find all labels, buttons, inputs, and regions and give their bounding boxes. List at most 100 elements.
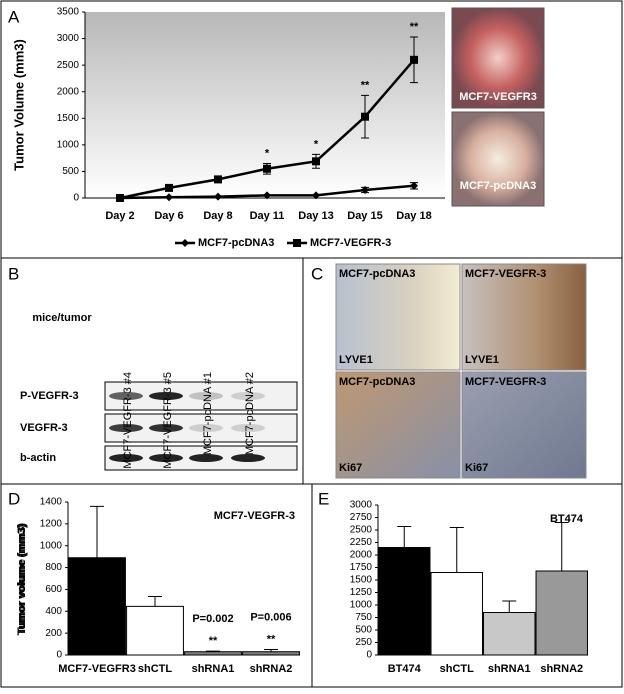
- y-tick-label: 1400: [40, 497, 63, 508]
- y-tick-label: 2250: [350, 537, 373, 548]
- panel-label: A: [8, 7, 20, 26]
- band: [231, 454, 265, 462]
- blot-header: mice/tumor: [32, 312, 92, 324]
- y-tick-label: 1000: [40, 540, 63, 551]
- band: [109, 392, 143, 400]
- panel-label: D: [8, 489, 20, 508]
- bar: [68, 557, 126, 656]
- y-tick-label: 1200: [40, 518, 63, 529]
- histology-image: [335, 371, 461, 479]
- bar: [483, 612, 536, 656]
- error-bar: [449, 527, 464, 573]
- lane-label: MCF7-pcDNA #2: [244, 372, 256, 455]
- bar: [242, 651, 300, 656]
- x-tick-label: shRNA1: [192, 663, 235, 675]
- y-axis-label: Tumor volume (mm3): [16, 523, 28, 634]
- error-bar: [148, 596, 162, 607]
- annotation: **: [410, 21, 419, 33]
- y-tick-label: 500: [355, 625, 372, 636]
- y-tick-label: 1500: [350, 575, 373, 586]
- x-tick-label: shCTL: [440, 663, 475, 675]
- lane-label: MCF7-VEGFR-3 #5: [162, 372, 174, 469]
- error-bar: [264, 649, 278, 652]
- band: [189, 454, 223, 462]
- legend-label: MCF7-pcDNA3: [198, 237, 274, 249]
- bar: [184, 651, 242, 656]
- bar: [430, 572, 483, 656]
- y-tick-label: 3000: [350, 500, 373, 511]
- x-tick-label: shCTL: [138, 663, 173, 675]
- band: [109, 454, 143, 462]
- y-tick-label: 500: [62, 166, 79, 177]
- annotation: *: [265, 147, 270, 159]
- y-tick-label: 2500: [57, 60, 80, 71]
- tumor-photo: [451, 7, 545, 109]
- bar: [535, 570, 588, 656]
- x-tick-label: BT474: [388, 663, 422, 675]
- histology-label: Ki67: [465, 462, 488, 474]
- x-tick-label: Day 8: [203, 210, 232, 222]
- y-tick-label: 400: [45, 606, 62, 617]
- marker: [263, 191, 271, 200]
- legend-marker: [293, 239, 301, 247]
- histology-label: MCF7-pcDNA3: [339, 376, 415, 388]
- x-tick-label: Day 2: [105, 210, 134, 222]
- x-tick-label: MCF7-VEGFR3: [58, 663, 136, 675]
- histology-image: [335, 263, 461, 371]
- band: [189, 392, 223, 400]
- y-axis-label: Tumor volume (mm3): [16, 524, 28, 635]
- y-tick-label: 0: [56, 650, 62, 661]
- photo-label: MCF7-VEGFR3: [459, 91, 537, 103]
- y-tick-label: 0: [73, 193, 79, 204]
- y-tick-label: 600: [45, 584, 62, 595]
- panel-label: C: [311, 264, 323, 283]
- error-bar: [90, 505, 104, 558]
- marker: [312, 191, 320, 200]
- x-tick-label: Day 18: [396, 210, 431, 222]
- y-tick-label: 800: [45, 562, 62, 573]
- histology-image: [461, 263, 587, 371]
- annotation: P=0.006: [250, 611, 291, 623]
- row-label: P-VEGFR-3: [20, 390, 79, 402]
- y-tick-label: 1000: [350, 600, 373, 611]
- band: [231, 392, 265, 400]
- y-tick-label: 750: [355, 612, 372, 623]
- marker: [165, 183, 173, 192]
- y-tick-label: 2500: [350, 525, 373, 536]
- x-tick-label: Day 15: [347, 210, 382, 222]
- y-axis-label: Tumor Volume (mm3): [11, 39, 26, 171]
- y-tick-label: 3000: [57, 33, 80, 44]
- histology-label: MCF7-pcDNA3: [339, 268, 415, 280]
- lane-label: MCF7-pcDNA #1: [202, 372, 214, 455]
- band: [149, 424, 183, 432]
- y-tick-label: 1000: [57, 139, 80, 150]
- annotation: **: [267, 633, 276, 645]
- y-tick-label: 1250: [350, 587, 373, 598]
- tumor-photo: [451, 111, 545, 207]
- chart-title: MCF7-VEGFR-3: [214, 510, 295, 522]
- photo-label: MCF7-pcDNA3: [460, 180, 536, 192]
- y-tick-label: 3500: [57, 7, 80, 18]
- histology-label: LYVE1: [339, 354, 373, 366]
- annotation: P=0.002: [192, 613, 233, 625]
- error-bar: [502, 600, 517, 613]
- band: [231, 424, 265, 432]
- x-tick-label: Day 6: [154, 210, 183, 222]
- histology-image: [461, 371, 587, 479]
- marker: [214, 192, 222, 201]
- x-tick-label: shRNA1: [488, 663, 531, 675]
- bar: [126, 605, 184, 656]
- annotation: **: [209, 635, 218, 647]
- marker: [165, 193, 173, 202]
- marker: [361, 186, 369, 195]
- y-tick-label: 0: [366, 650, 372, 661]
- y-tick-label: 2000: [350, 550, 373, 561]
- band: [149, 454, 183, 462]
- y-tick-label: 1500: [57, 113, 80, 124]
- band: [109, 424, 143, 432]
- panel-label: E: [318, 489, 329, 508]
- x-tick-label: shRNA2: [540, 663, 583, 675]
- x-tick-label: Day 11: [250, 210, 285, 222]
- histology: MCF7-pcDNA3 LYVE1 MCF7-VEGFR-3 LYVE1 MCF7-pc…: [335, 263, 587, 479]
